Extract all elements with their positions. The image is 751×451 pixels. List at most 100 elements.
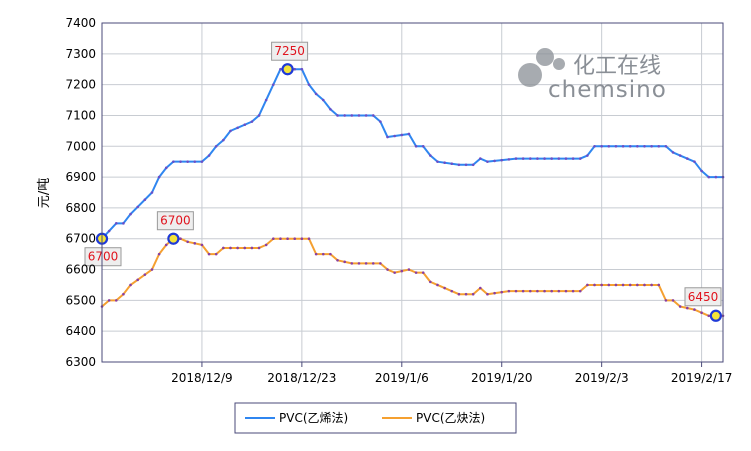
series-point-0: [257, 114, 261, 117]
series-point-1: [272, 237, 275, 241]
series-point-0: [293, 67, 297, 71]
series-point-1: [614, 283, 618, 287]
series-point-1: [479, 286, 482, 290]
series-point-1: [493, 291, 496, 295]
series-point-0: [521, 157, 525, 160]
axis-labels: 6300640065006600670068006900700071007200…: [65, 16, 732, 385]
watermark-text-en: chemsino: [548, 77, 667, 103]
series-point-1: [557, 289, 561, 293]
series-point-0: [686, 157, 689, 160]
y-tick-label: 7100: [65, 108, 96, 122]
series-point-0: [464, 163, 468, 167]
series-point-0: [528, 157, 532, 160]
series-point-0: [628, 144, 632, 148]
series-point-1: [421, 271, 425, 274]
series-point-0: [578, 157, 582, 160]
series-point-1: [414, 271, 418, 274]
series-point-0: [621, 144, 625, 148]
series-point-1: [593, 283, 596, 287]
series-point-0: [214, 144, 218, 148]
series-point-1: [436, 283, 439, 287]
series-point-1: [686, 306, 689, 310]
series-point-0: [493, 159, 496, 163]
series-point-0: [300, 67, 304, 71]
series-point-1: [314, 252, 318, 256]
series-point-0: [471, 163, 475, 167]
annotation-box-2: [271, 41, 309, 61]
series-point-1: [364, 262, 368, 265]
series-point-1: [179, 237, 182, 241]
x-tick-label: 2019/1/20: [471, 371, 533, 385]
annotation-layer: 6700 6700 7250 6450: [84, 41, 722, 322]
series-point-0: [129, 212, 132, 216]
x-tick-label: 2019/2/3: [575, 371, 629, 385]
series-point-1: [157, 252, 161, 256]
series-point-0: [450, 162, 454, 166]
series-point-0: [486, 160, 489, 163]
annotation-box-1: [156, 211, 194, 231]
series-point-0: [122, 222, 125, 225]
series-point-1: [429, 280, 432, 284]
series-point-1: [628, 283, 632, 287]
legend: PVC(乙烯法) PVC(乙炔法): [234, 402, 517, 434]
series-point-1: [300, 237, 304, 241]
series-point-0: [400, 133, 404, 137]
series-point-0: [236, 126, 239, 130]
series-point-1: [286, 237, 289, 241]
series-point-0: [321, 98, 325, 102]
series-point-1: [357, 262, 361, 265]
series-point-1: [214, 252, 218, 256]
series-point-1: [507, 289, 511, 293]
series-point-0: [179, 160, 182, 163]
series-point-1: [122, 292, 125, 296]
series-point-1: [229, 246, 232, 250]
series-point-1: [207, 252, 211, 256]
series-point-0: [200, 160, 204, 163]
series-point-1: [521, 289, 525, 293]
series-point-1: [129, 283, 132, 287]
annotation-box-3: [684, 287, 722, 307]
series-point-1: [471, 292, 475, 296]
series-point-0: [657, 144, 661, 148]
watermark-logo-dot-bottom: [518, 63, 542, 87]
series-point-1: [636, 283, 639, 287]
legend-box: [234, 402, 517, 434]
series-point-0: [443, 161, 446, 165]
series-point-0: [571, 157, 575, 160]
series-point-1: [321, 252, 325, 256]
series-point-1: [136, 278, 139, 282]
series-point-1: [107, 299, 111, 302]
watermark-text-cn: 化工在线: [573, 54, 661, 79]
series-point-1: [386, 268, 389, 271]
series-point-0: [557, 157, 561, 160]
series-point-1: [650, 283, 653, 287]
series-point-0: [364, 114, 368, 117]
series-point-1: [664, 299, 668, 302]
series-point-0: [600, 144, 603, 148]
series-point-1: [243, 246, 247, 250]
series-point-0: [457, 163, 461, 167]
series-point-0: [700, 169, 703, 173]
y-tick-label: 6600: [65, 263, 96, 277]
annotation-label-1: 6700: [160, 214, 191, 228]
series-point-0: [272, 83, 275, 86]
series-point-0: [607, 144, 611, 148]
y-tick-label: 6800: [65, 201, 96, 215]
y-tick-label: 7300: [65, 47, 96, 61]
series-point-1: [457, 292, 461, 296]
series-point-0: [150, 191, 154, 194]
series-point-1: [250, 246, 254, 250]
series-point-1: [550, 289, 553, 293]
series-point-0: [678, 154, 682, 157]
series-point-1: [500, 290, 504, 294]
y-tick-label: 6300: [65, 355, 96, 369]
y-tick-label: 6700: [65, 232, 96, 246]
series-point-1: [222, 246, 225, 250]
series-point-1: [600, 283, 603, 287]
series-point-1: [564, 289, 568, 293]
x-tick-label: 2019/2/17: [671, 371, 733, 385]
series-point-0: [207, 154, 211, 157]
series-point-0: [186, 160, 189, 163]
series-point-1: [329, 252, 332, 256]
